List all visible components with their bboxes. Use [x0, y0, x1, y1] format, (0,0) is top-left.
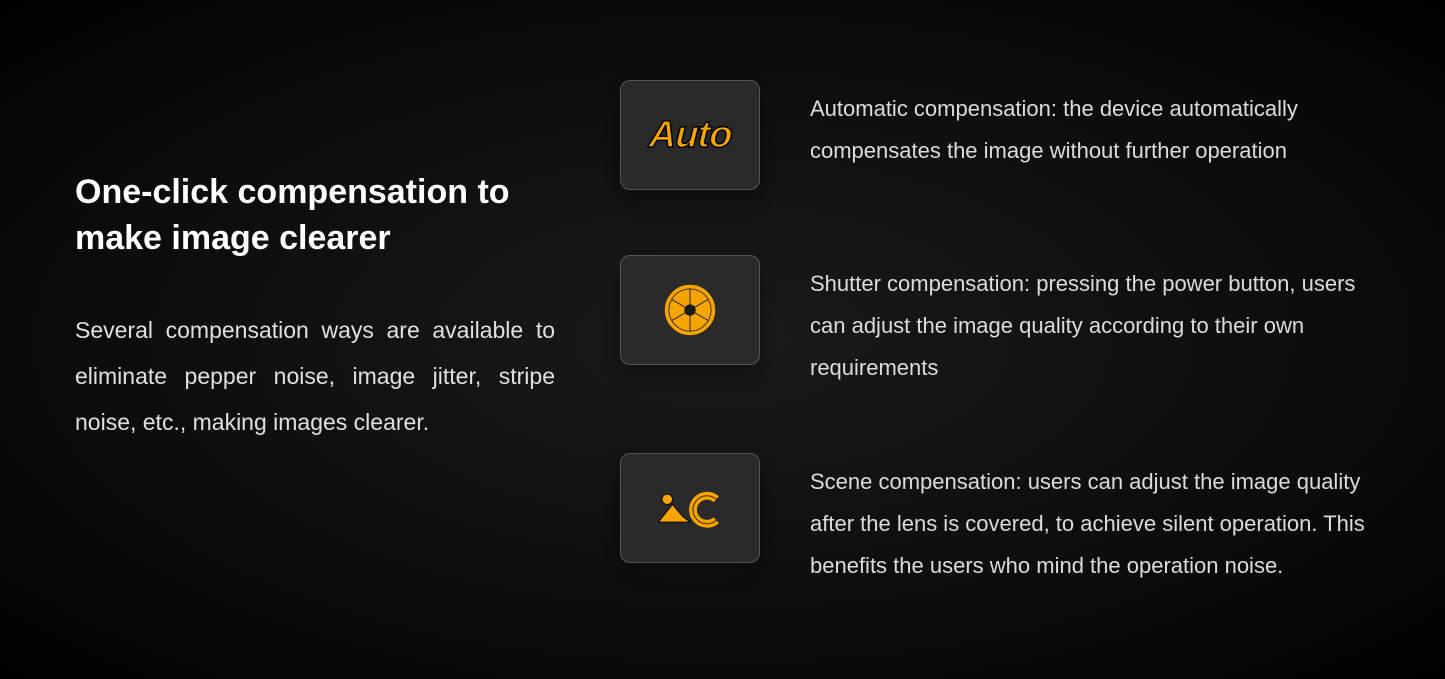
page-heading: One-click compensation to make image cle…	[75, 170, 555, 262]
feature-text-shutter: Shutter compensation: pressing the power…	[810, 255, 1385, 388]
scene-icon	[655, 484, 725, 532]
feature-row-shutter: Shutter compensation: pressing the power…	[620, 255, 1385, 388]
auto-icon: Auto	[648, 114, 733, 157]
feature-text-auto: Automatic compensation: the device autom…	[810, 80, 1385, 172]
left-column: One-click compensation to make image cle…	[75, 80, 555, 639]
features-column: Auto Automatic compensation: the device …	[555, 80, 1385, 639]
shutter-icon-box	[620, 255, 760, 365]
shutter-icon	[664, 284, 716, 336]
feature-row-scene: Scene compensation: users can adjust the…	[620, 453, 1385, 586]
feature-text-scene: Scene compensation: users can adjust the…	[810, 453, 1385, 586]
page-container: One-click compensation to make image cle…	[0, 0, 1445, 679]
scene-icon-box	[620, 453, 760, 563]
feature-row-auto: Auto Automatic compensation: the device …	[620, 80, 1385, 190]
page-subtext: Several compensation ways are available …	[75, 307, 555, 445]
auto-icon-box: Auto	[620, 80, 760, 190]
